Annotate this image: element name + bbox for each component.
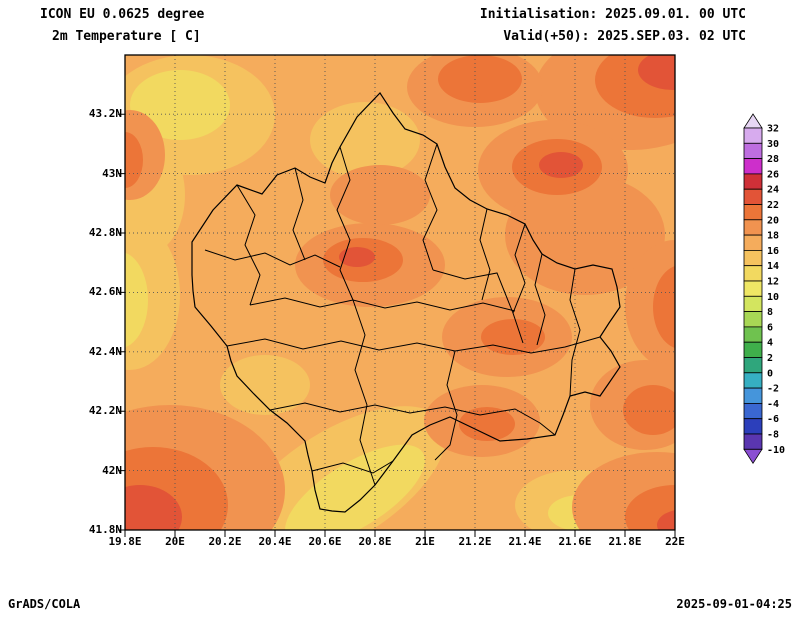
colorbar-tick-label: 14 xyxy=(767,261,779,272)
colorbar-segment xyxy=(744,403,762,418)
colorbar-tick-label: -6 xyxy=(767,414,779,425)
x-tick-label: 21.2E xyxy=(458,535,491,548)
colorbar-segment xyxy=(744,434,762,449)
colorbar-tick-label: 18 xyxy=(767,231,779,242)
colorbar-tick-label: 0 xyxy=(767,368,773,379)
variable-title: 2m Temperature [ C] xyxy=(52,29,201,44)
colorbar-tick-label: 24 xyxy=(767,185,779,196)
colorbar-arrow-bottom xyxy=(744,449,762,463)
x-tick-label: 20.2E xyxy=(208,535,241,548)
colorbar-segment xyxy=(744,128,762,143)
colorbar-scale: 32302826242220181614121086420-2-4-6-8-10 xyxy=(740,108,800,480)
temperature-field xyxy=(55,30,742,595)
colorbar-tick-label: 12 xyxy=(767,277,779,288)
colorbar-tick-label: 32 xyxy=(767,124,779,135)
colorbar-tick-label: 26 xyxy=(767,169,779,180)
map-plot xyxy=(125,55,675,530)
init-time-label: Initialisation: 2025.09.01. 00 UTC xyxy=(480,7,746,22)
colorbar-segment xyxy=(744,189,762,204)
colorbar-tick-label: 6 xyxy=(767,322,773,333)
colorbar-segment xyxy=(744,388,762,403)
x-tick-label: 20.4E xyxy=(258,535,291,548)
colorbar-segment xyxy=(744,296,762,311)
timestamp-label: 2025-09-01-04:25 xyxy=(676,597,792,611)
colorbar-segment xyxy=(744,327,762,342)
x-tick-label: 21.6E xyxy=(558,535,591,548)
colorbar-segment xyxy=(744,266,762,281)
colorbar-segment xyxy=(744,174,762,189)
x-tick-label: 22E xyxy=(665,535,685,548)
x-tick-label: 20E xyxy=(165,535,185,548)
colorbar-tick-label: 16 xyxy=(767,246,779,257)
colorbar-tick-label: -8 xyxy=(767,430,779,441)
colorbar-segment xyxy=(744,159,762,174)
colorbar-tick-label: -2 xyxy=(767,384,779,395)
y-tick-label: 42.8N xyxy=(89,226,122,239)
x-tick-label: 20.8E xyxy=(358,535,391,548)
colorbar-tick-label: 8 xyxy=(767,307,773,318)
credit-label: GrADS/COLA xyxy=(8,597,80,611)
colorbar-tick-label: -4 xyxy=(767,399,779,410)
y-tick-label: 43N xyxy=(102,167,122,180)
colorbar-tick-label: 20 xyxy=(767,215,779,226)
valid-time-label: Valid(+50): 2025.SEP.03. 02 UTC xyxy=(503,29,746,44)
colorbar-tick-label: 30 xyxy=(767,139,779,150)
y-tick-label: 43.2N xyxy=(89,107,122,120)
colorbar-segment xyxy=(744,205,762,220)
colorbar-segment xyxy=(744,281,762,296)
colorbar-tick-label: 2 xyxy=(767,353,773,364)
grads-weather-chart: { "header": { "model": "ICON EU 0.0625 d… xyxy=(0,0,800,618)
colorbar-segment xyxy=(744,358,762,373)
colorbar: 32302826242220181614121086420-2-4-6-8-10 xyxy=(740,108,800,484)
x-tick-label: 21E xyxy=(415,535,435,548)
y-tick-label: 42.4N xyxy=(89,345,122,358)
colorbar-segment xyxy=(744,312,762,327)
colorbar-tick-label: -10 xyxy=(767,445,785,456)
colorbar-arrow-top xyxy=(744,114,762,128)
colorbar-tick-label: 28 xyxy=(767,154,779,165)
model-title: ICON EU 0.0625 degree xyxy=(40,7,204,22)
colorbar-segment xyxy=(744,373,762,388)
y-tick-label: 41.8N xyxy=(89,523,122,536)
colorbar-segment xyxy=(744,235,762,250)
colorbar-segment xyxy=(744,342,762,357)
y-tick-label: 42N xyxy=(102,464,122,477)
x-tick-label: 21.4E xyxy=(508,535,541,548)
colorbar-segment xyxy=(744,250,762,265)
y-tick-label: 42.2N xyxy=(89,404,122,417)
x-tick-label: 21.8E xyxy=(608,535,641,548)
y-tick-label: 42.6N xyxy=(89,285,122,298)
x-tick-label: 19.8E xyxy=(108,535,141,548)
colorbar-segment xyxy=(744,143,762,158)
colorbar-segment xyxy=(744,419,762,434)
colorbar-tick-label: 10 xyxy=(767,292,779,303)
x-tick-label: 20.6E xyxy=(308,535,341,548)
colorbar-tick-label: 22 xyxy=(767,200,779,211)
colorbar-segment xyxy=(744,220,762,235)
colorbar-tick-label: 4 xyxy=(767,338,773,349)
